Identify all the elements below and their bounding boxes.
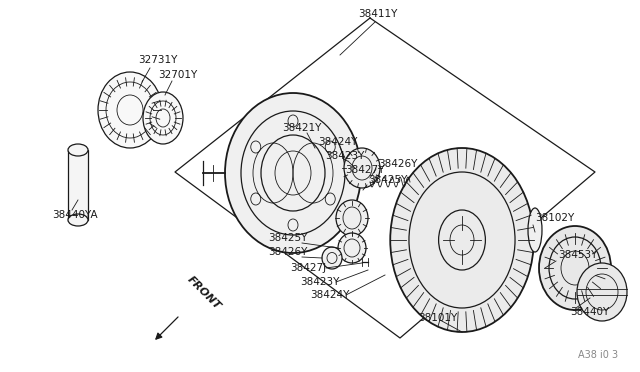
Ellipse shape: [528, 208, 542, 252]
Ellipse shape: [338, 233, 366, 263]
Text: 32701Y: 32701Y: [158, 70, 197, 80]
Text: 38423Y: 38423Y: [300, 277, 339, 287]
Text: 38426Y: 38426Y: [378, 159, 417, 169]
Ellipse shape: [68, 144, 88, 156]
Text: 38423Y: 38423Y: [325, 151, 364, 161]
Ellipse shape: [225, 93, 361, 253]
Ellipse shape: [143, 92, 183, 144]
Ellipse shape: [68, 214, 88, 226]
Bar: [68, 150, 88, 220]
Ellipse shape: [577, 263, 627, 321]
Text: 38440YA: 38440YA: [52, 210, 98, 220]
Text: 38411Y: 38411Y: [358, 9, 397, 19]
Text: FRONT: FRONT: [185, 275, 222, 312]
Text: 32731Y: 32731Y: [138, 55, 177, 65]
Text: 38102Y: 38102Y: [535, 213, 574, 223]
Text: 38427Y: 38427Y: [345, 165, 385, 175]
Text: 38453Y: 38453Y: [558, 250, 597, 260]
Text: 38425Y: 38425Y: [268, 233, 307, 243]
Ellipse shape: [322, 247, 342, 269]
Text: 38424Y: 38424Y: [310, 290, 349, 300]
Text: 38440Y: 38440Y: [570, 307, 609, 317]
Ellipse shape: [390, 148, 534, 332]
Text: A38 i0 3: A38 i0 3: [578, 350, 618, 360]
Text: 38421Y: 38421Y: [282, 123, 321, 133]
Text: 38425Y: 38425Y: [368, 175, 408, 185]
Text: 38426Y: 38426Y: [268, 247, 307, 257]
Ellipse shape: [344, 148, 380, 188]
Ellipse shape: [539, 226, 611, 310]
Ellipse shape: [98, 72, 162, 148]
Text: 38427J: 38427J: [290, 263, 326, 273]
Text: 38101Y: 38101Y: [418, 313, 457, 323]
Ellipse shape: [336, 200, 368, 236]
Text: 38424Y: 38424Y: [318, 137, 357, 147]
